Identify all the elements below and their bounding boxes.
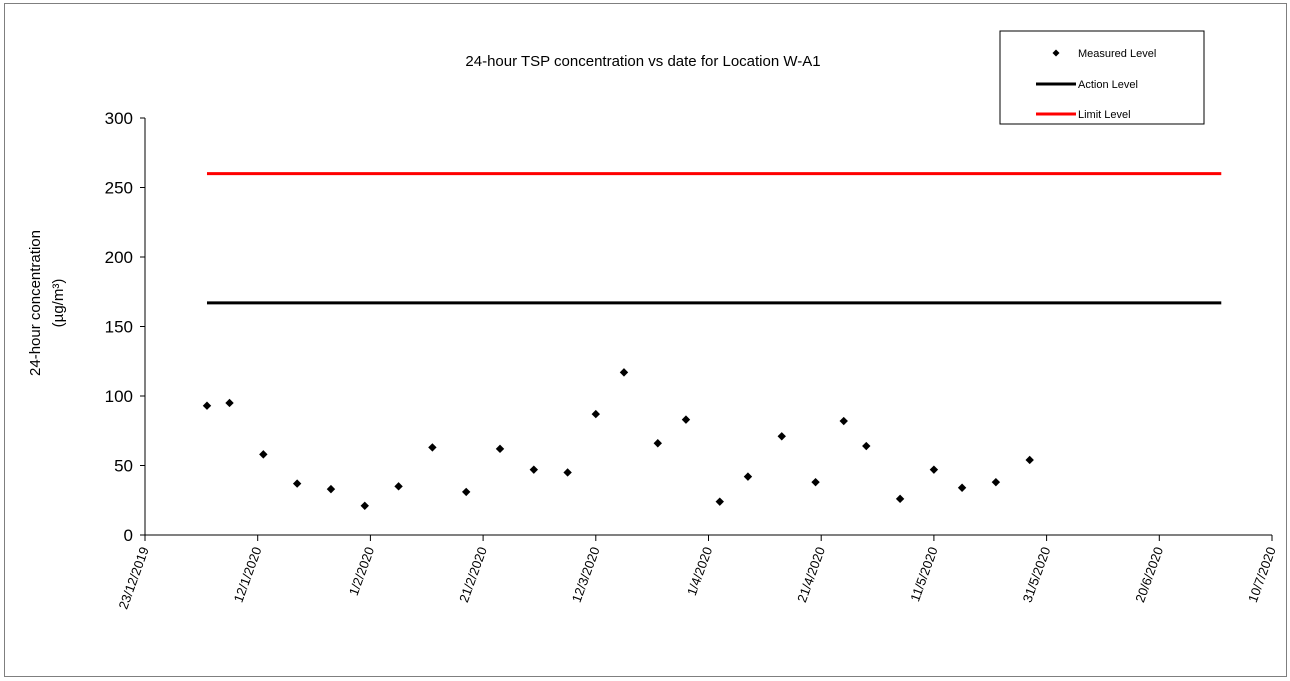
- y-axis-label-line2: (µg/m³): [50, 279, 67, 328]
- measured-level-point: [360, 501, 369, 511]
- y-tick-label: 0: [124, 526, 133, 545]
- x-tick-label: 12/3/2020: [569, 545, 603, 604]
- axes: [144, 118, 1272, 536]
- measured-level-point: [619, 368, 629, 377]
- measured-level-point: [326, 484, 336, 494]
- measured-level-point: [495, 444, 505, 454]
- measured-level-point: [394, 482, 403, 491]
- measured-level-point: [653, 439, 662, 448]
- measured-level-point: [862, 441, 871, 451]
- x-tick-label: 1/2/2020: [346, 545, 377, 598]
- measured-level-point: [529, 465, 539, 474]
- x-tick-label: 11/5/2020: [907, 545, 941, 604]
- measured-level-point: [591, 409, 600, 419]
- legend-label: Limit Level: [1078, 109, 1131, 121]
- y-tick-label: 100: [105, 387, 133, 406]
- x-tick-label: 21/4/2020: [794, 545, 828, 604]
- measured-level-point: [563, 468, 572, 477]
- measured-level-point: [777, 432, 786, 441]
- y-axis-label-line1: 24-hour concentration: [27, 230, 44, 376]
- measured-level-point: [715, 497, 724, 506]
- plot-area: [202, 172, 1222, 511]
- legend-label: Action Level: [1078, 79, 1138, 91]
- y-tick-label: 200: [105, 248, 133, 267]
- y-tick-label: 150: [105, 318, 133, 337]
- legend-label: Measured Level: [1078, 48, 1156, 60]
- measured-level-point: [681, 415, 691, 424]
- legend-marker-diamond: [1052, 49, 1060, 57]
- measured-level-point: [259, 450, 268, 459]
- x-tick-label: 10/7/2020: [1245, 545, 1279, 604]
- measured-level-point: [461, 487, 471, 497]
- y-tick-label: 300: [105, 109, 133, 128]
- y-axis-ticks: 0 50 100 150 200 250 300: [105, 109, 145, 545]
- measured-level-point: [929, 465, 939, 474]
- measured-level-point: [991, 477, 1001, 487]
- x-tick-label: 31/5/2020: [1020, 545, 1054, 604]
- x-tick-label: 23/12/2019: [115, 545, 151, 611]
- measured-level-point: [895, 494, 905, 504]
- x-tick-label: 1/4/2020: [684, 545, 715, 598]
- x-tick-label: 20/6/2020: [1132, 545, 1166, 604]
- x-tick-label: 21/2/2020: [456, 545, 490, 604]
- measured-level-point: [202, 401, 212, 410]
- legend-box: [999, 30, 1205, 125]
- measured-level-point: [225, 398, 234, 408]
- measured-level-point: [811, 477, 820, 487]
- measured-level-point: [957, 483, 967, 492]
- x-tick-label: 12/1/2020: [231, 545, 265, 604]
- y-tick-label: 250: [105, 179, 133, 198]
- legend: Measured Level Action Level Limit Level: [999, 30, 1205, 125]
- chart-title: 24-hour TSP concentration vs date for Lo…: [465, 53, 820, 70]
- measured-level-point: [1025, 455, 1034, 465]
- measured-level-point: [743, 472, 753, 481]
- y-tick-label: 50: [114, 457, 133, 476]
- x-axis-ticks: 23/12/2019 12/1/2020 1/2/2020 21/2/2020 12/3…: [115, 535, 1279, 611]
- measured-level-point: [428, 443, 437, 452]
- measured-level-point: [839, 416, 848, 426]
- measured-level-point: [292, 479, 302, 488]
